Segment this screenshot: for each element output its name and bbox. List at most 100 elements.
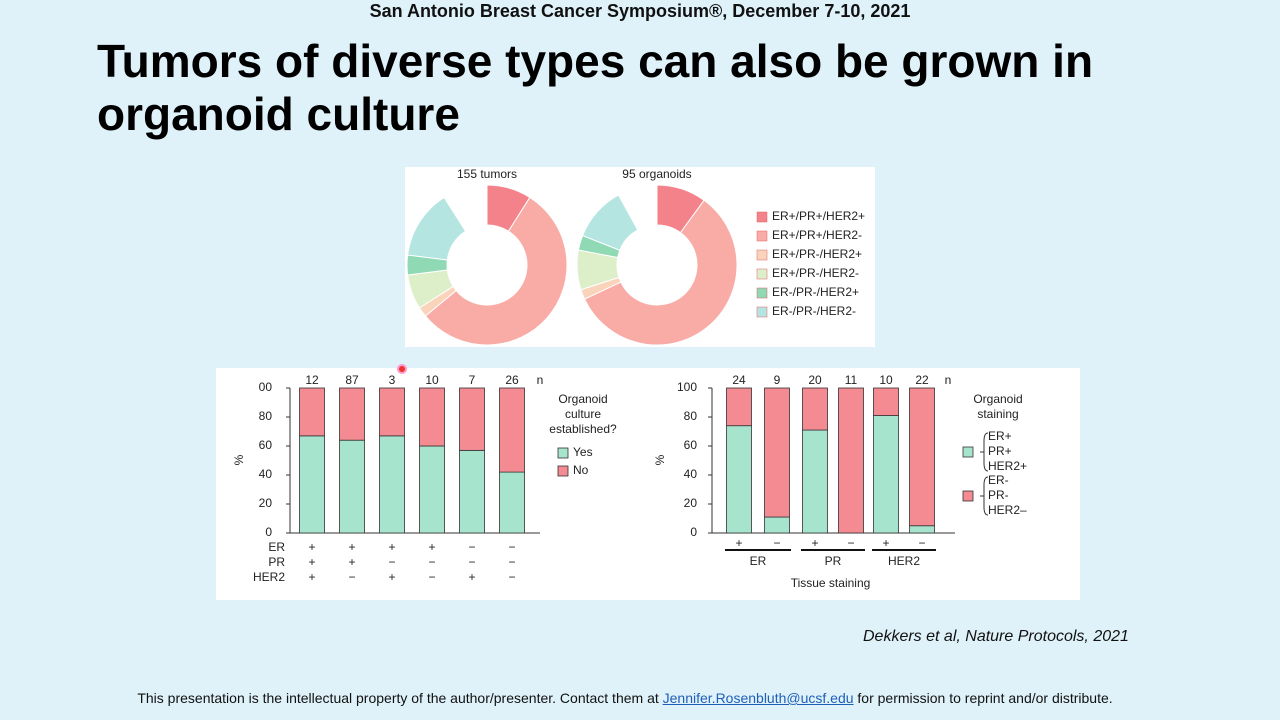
legend-label: ER-/PR-/HER2- [772,304,856,318]
x-tick-label: − [918,536,925,550]
legend-brace [980,432,989,472]
citation: Dekkers et al, Nature Protocols, 2021 [863,628,1129,645]
n-label: 20 [808,373,822,387]
x-tick-label: + [811,536,818,550]
y-tick-label: 100 [677,380,697,394]
bar-segment [299,387,325,437]
legend-label: ER+/PR-/HER2- [772,266,859,280]
bar-segment [379,435,405,534]
y-tick-label: 80 [259,409,273,423]
bar-segment [459,449,485,534]
bar-segment [873,415,899,534]
legend-label: ER+/PR+/HER2+ [772,209,865,223]
legend-swatch [756,287,768,299]
marker: + [388,540,395,554]
marker: − [508,555,515,569]
marker-row-name: PR [268,555,285,569]
y-tick-label: 40 [259,467,273,481]
y-tick-label: 40 [684,467,698,481]
marker-row-name: ER [268,540,285,554]
n-header: n [537,373,544,387]
x-axis-label: Tissue staining [791,576,871,590]
y-axis-label: % [653,454,667,465]
x-tick-label: − [847,536,854,550]
n-label: 7 [469,373,476,387]
donut-segment [581,194,639,251]
bar-segment [499,471,525,534]
n-label: 22 [915,373,929,387]
footer-text: This presentation is the intellectual pr… [137,690,663,706]
donut-segment [424,196,568,346]
n-header: n [945,373,952,387]
x-tick-label: + [735,536,742,550]
marker: − [508,540,515,554]
cursor-dot [397,364,407,374]
n-label: 12 [305,373,319,387]
slide-title: Tumors of diverse types can also be grow… [97,35,1094,140]
bar-segment [909,387,935,527]
group-label: PR [825,554,842,568]
y-tick-label: 00 [259,380,273,394]
y-tick-label: 0 [690,525,697,539]
marker: + [468,570,475,584]
y-tick-label: 60 [259,438,273,452]
n-label: 87 [345,373,359,387]
footer: This presentation is the intellectual pr… [0,690,1250,706]
legend-title: Organoid staining [973,392,1022,421]
bar-segment [802,429,828,534]
bar-segment [419,387,445,447]
n-label: 26 [505,373,519,387]
n-label: 9 [774,373,781,387]
legend-label: ER-/PR-/HER2+ [772,285,859,299]
marker: + [348,555,355,569]
marker: + [308,555,315,569]
group-label: ER [750,554,767,568]
marker: + [388,570,395,584]
legend-swatch [962,490,974,502]
legend-swatch [756,268,768,280]
n-label: 11 [845,373,858,387]
legend-label: Yes [573,445,593,459]
legend-swatch [756,249,768,261]
n-label: 10 [425,373,439,387]
marker: − [348,570,355,584]
bar-segment [339,439,365,534]
bar-segment [909,525,935,534]
legend-label: ER+/PR-/HER2+ [772,247,862,261]
bar-segment [802,387,828,431]
marker: + [428,540,435,554]
legend-swatch [962,446,974,458]
marker: − [428,555,435,569]
legend-label: ER+/PR+/HER2- [772,228,862,242]
marker: + [348,540,355,554]
email-link[interactable]: Jennifer.Rosenbluth@ucsf.edu [662,690,854,706]
y-tick-label: 80 [684,409,698,423]
donut-label: 155 tumors [457,167,517,181]
legend-swatch [557,447,569,459]
legend-title: Organoid culture established? [549,392,617,436]
marker: − [388,555,395,569]
bar-segment [764,387,790,518]
bar-segment [299,435,325,534]
marker: − [428,570,435,584]
x-tick-label: + [882,536,889,550]
legend-swatch [557,465,569,477]
donut-segment [583,199,738,346]
bar-segment [873,387,899,416]
bar-segment [339,387,365,441]
group-label: HER2 [888,554,920,568]
marker: + [308,540,315,554]
legend-brace [980,476,989,516]
marker: + [308,570,315,584]
y-tick-label: 20 [259,496,273,510]
footer-text: for permission to reprint and/or distrib… [853,690,1113,706]
marker: − [468,540,475,554]
marker: − [468,555,475,569]
y-tick-label: 20 [684,496,698,510]
header: San Antonio Breast Cancer Symposium®, De… [369,1,911,21]
legend-label: ER-PR-HER2– [988,473,1027,517]
legend-label: ER+ PR+ HER2+ [988,429,1027,473]
marker: − [508,570,515,584]
